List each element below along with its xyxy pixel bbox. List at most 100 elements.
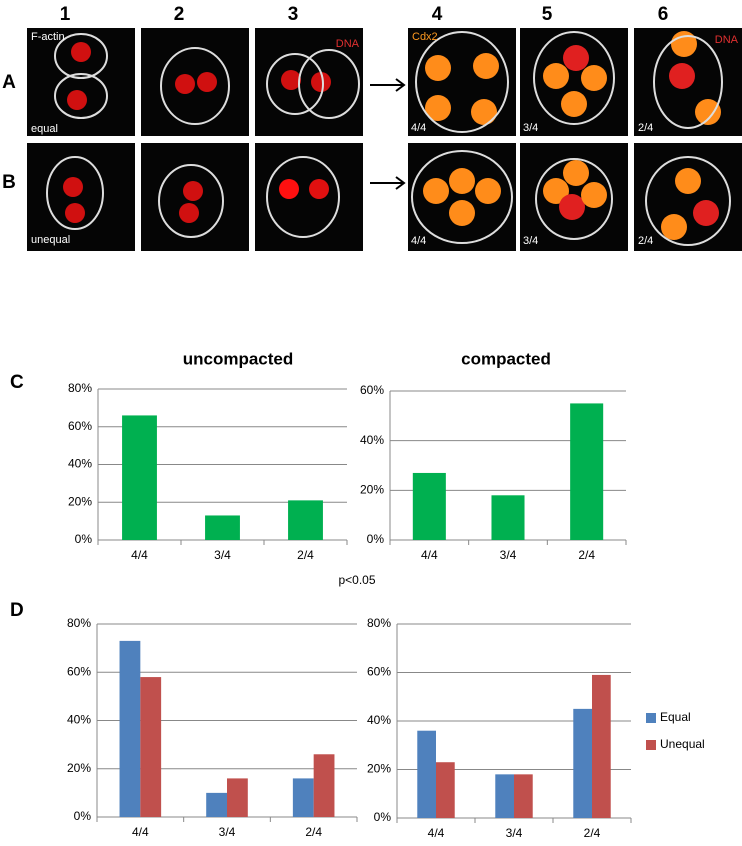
bar xyxy=(514,774,533,818)
nucleus xyxy=(309,179,329,199)
image-note: 2/4 xyxy=(638,235,653,247)
cell-outline xyxy=(158,164,224,238)
y-tick-label: 60% xyxy=(67,664,91,678)
cell-outline xyxy=(266,156,340,238)
panel-label: C xyxy=(10,372,24,393)
image-note: Cdx2 xyxy=(412,31,438,43)
panel-label: D xyxy=(10,600,24,621)
micrograph xyxy=(255,143,363,251)
x-tick-label: 3/4 xyxy=(214,548,231,562)
cell-outline xyxy=(160,47,230,125)
cell-outline xyxy=(54,33,108,79)
nucleus xyxy=(175,74,195,94)
column-label: 2 xyxy=(174,4,185,25)
y-tick-label: 80% xyxy=(68,381,92,395)
bar xyxy=(205,515,240,540)
legend-label: Unequal xyxy=(660,737,705,751)
y-tick-label: 40% xyxy=(367,713,391,727)
micrograph xyxy=(27,143,135,251)
y-tick-label: 60% xyxy=(367,665,391,679)
y-tick-label: 40% xyxy=(360,433,384,447)
y-tick-label: 40% xyxy=(68,457,92,471)
bar xyxy=(412,472,446,540)
nucleus xyxy=(65,203,85,223)
y-tick-label: 20% xyxy=(367,762,391,776)
nucleus xyxy=(671,31,697,57)
y-tick-label: 60% xyxy=(360,383,384,397)
row-label: B xyxy=(2,172,16,193)
x-tick-label: 4/4 xyxy=(132,825,149,839)
nucleus xyxy=(449,168,475,194)
y-tick-label: 20% xyxy=(360,483,384,497)
bar xyxy=(573,708,592,818)
nucleus xyxy=(669,63,695,89)
cell-outline xyxy=(298,49,360,119)
nucleus xyxy=(63,177,83,197)
x-tick-label: 2/4 xyxy=(578,548,595,562)
cell-outline xyxy=(415,31,509,133)
image-note: DNA xyxy=(715,34,739,46)
cell-outline xyxy=(266,53,324,115)
nucleus xyxy=(561,91,587,117)
x-tick-label: 2/4 xyxy=(584,826,601,840)
y-tick-label: 20% xyxy=(67,761,91,775)
nucleus xyxy=(281,70,301,90)
column-label: 5 xyxy=(542,4,553,25)
micrographs xyxy=(27,28,742,251)
cell-outline xyxy=(653,35,723,129)
micrograph xyxy=(634,143,742,251)
nucleus xyxy=(471,99,497,125)
bar xyxy=(495,774,514,818)
bar xyxy=(288,500,323,540)
x-tick-label: 2/4 xyxy=(297,548,314,562)
micrograph xyxy=(520,28,628,136)
y-tick-label: 60% xyxy=(68,419,92,433)
nucleus xyxy=(675,168,701,194)
x-tick-label: 3/4 xyxy=(219,825,236,839)
nucleus xyxy=(543,178,569,204)
bar xyxy=(313,754,335,817)
nucleus xyxy=(475,178,501,204)
y-tick-label: 0% xyxy=(75,532,93,546)
bar xyxy=(140,677,162,817)
image-note: F-actin xyxy=(31,31,65,43)
nucleus xyxy=(311,72,331,92)
bar xyxy=(436,762,455,818)
legend-swatch xyxy=(646,713,656,723)
bar xyxy=(491,495,525,540)
x-tick-label: 3/4 xyxy=(500,548,517,562)
chart-title: compacted xyxy=(461,349,551,368)
bar xyxy=(570,403,604,540)
nucleus xyxy=(423,178,449,204)
cell-outline xyxy=(46,156,104,230)
cell-outline xyxy=(54,73,108,119)
nucleus xyxy=(425,55,451,81)
image-note: unequal xyxy=(31,234,70,246)
nucleus xyxy=(543,63,569,89)
image-note: 4/4 xyxy=(411,235,426,247)
bar xyxy=(592,674,611,818)
nucleus xyxy=(279,179,299,199)
nucleus xyxy=(183,181,203,201)
bar xyxy=(206,792,227,817)
y-tick-label: 0% xyxy=(367,532,385,546)
x-tick-label: 3/4 xyxy=(506,826,523,840)
nucleus xyxy=(67,90,87,110)
micrograph xyxy=(255,28,363,136)
nucleus xyxy=(581,182,607,208)
nucleus xyxy=(71,42,91,62)
nucleus xyxy=(581,65,607,91)
x-tick-label: 4/4 xyxy=(421,548,438,562)
micrograph xyxy=(141,28,249,136)
arrow xyxy=(370,78,406,190)
column-label: 4 xyxy=(432,4,443,25)
cell-outline xyxy=(535,158,613,240)
bar xyxy=(119,640,141,817)
bar xyxy=(122,415,157,540)
annotation: p<0.05 xyxy=(338,573,375,587)
y-tick-label: 0% xyxy=(74,809,92,823)
micrograph xyxy=(408,28,516,136)
nucleus xyxy=(693,200,719,226)
image-note: 4/4 xyxy=(411,122,426,134)
